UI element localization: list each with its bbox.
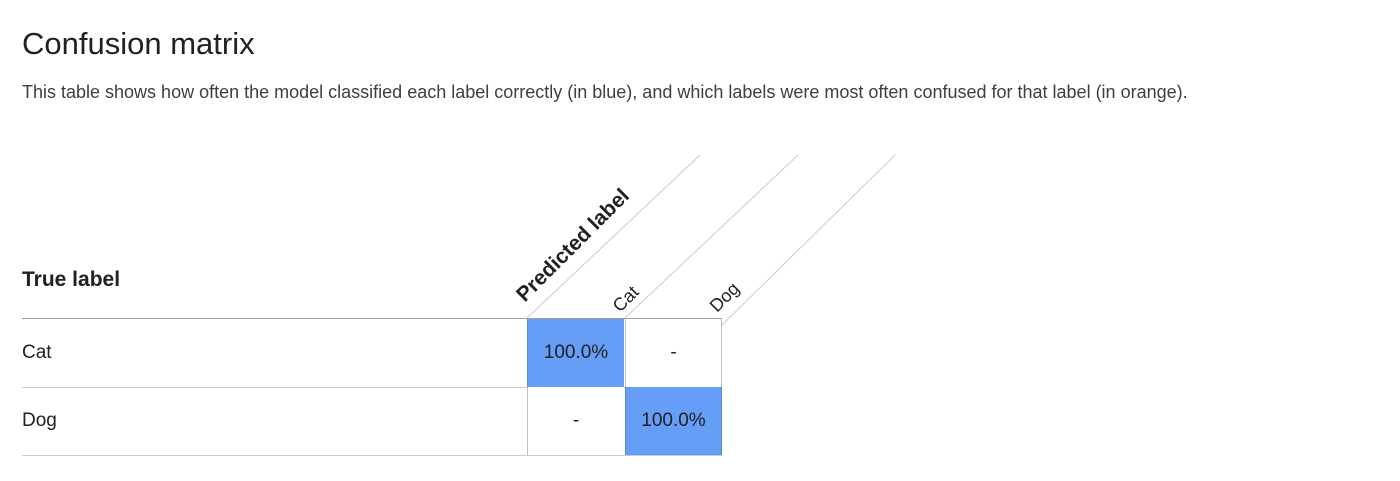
column-label-cat: Cat <box>608 281 643 316</box>
matrix-row-cat: Cat 100.0% - <box>22 318 722 388</box>
cell-cat-cat: 100.0% <box>527 319 624 387</box>
true-label-header: True label <box>22 268 121 291</box>
matrix-row-dog: Dog - 100.0% <box>22 387 722 456</box>
page-title: Confusion matrix <box>22 26 255 61</box>
cell-cat-dog: - <box>625 319 722 387</box>
cell-dog-dog: 100.0% <box>625 387 722 455</box>
column-label-dog: Dog <box>705 278 744 316</box>
row-label-cat: Cat <box>22 342 52 363</box>
cell-dog-cat: - <box>527 387 624 455</box>
predicted-label-header: Predicted label <box>512 184 634 307</box>
row-label-dog: Dog <box>22 410 57 431</box>
page-description: This table shows how often the model cla… <box>22 82 1188 102</box>
